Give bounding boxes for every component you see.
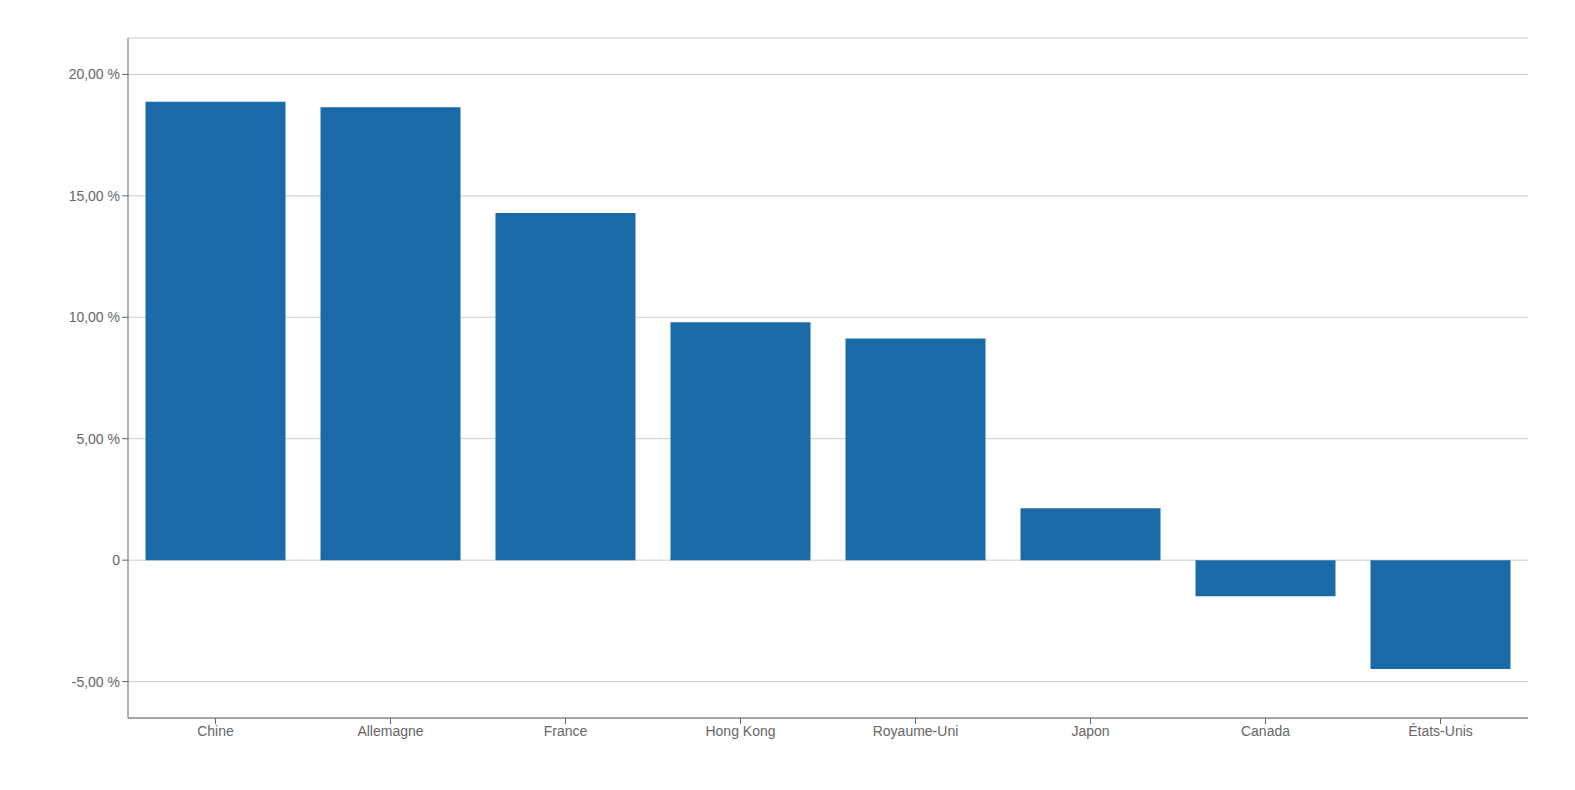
- svg-text:Canada: Canada: [1241, 723, 1290, 739]
- svg-text:20,00 %: 20,00 %: [69, 66, 120, 82]
- svg-text:0: 0: [112, 552, 120, 568]
- svg-text:Hong Kong: Hong Kong: [705, 723, 775, 739]
- svg-text:10,00 %: 10,00 %: [69, 309, 120, 325]
- svg-text:Allemagne: Allemagne: [357, 723, 423, 739]
- svg-text:15,00 %: 15,00 %: [69, 188, 120, 204]
- svg-text:France: France: [544, 723, 588, 739]
- svg-text:Japon: Japon: [1071, 723, 1109, 739]
- svg-text:Chine: Chine: [197, 723, 234, 739]
- svg-text:-5,00 %: -5,00 %: [72, 674, 120, 690]
- svg-text:5,00 %: 5,00 %: [76, 431, 120, 447]
- svg-text:Royaume-Uni: Royaume-Uni: [873, 723, 959, 739]
- svg-text:États-Unis: États-Unis: [1408, 723, 1473, 739]
